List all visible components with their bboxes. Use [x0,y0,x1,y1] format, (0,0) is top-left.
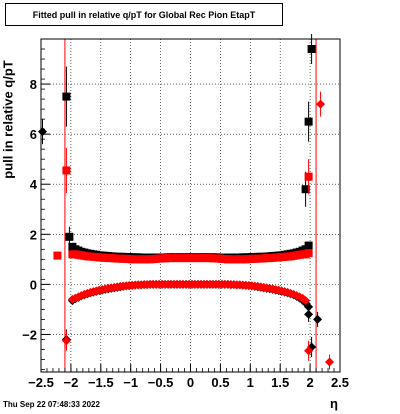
square-marker [62,92,71,101]
timestamp: Thu Sep 22 07:48:33 2022 [3,400,100,409]
x-tick-label: −1.5 [88,375,114,390]
diamond-marker [37,127,47,137]
diamond-marker [316,99,326,109]
square-marker [62,166,71,175]
diamond-marker [325,357,335,367]
x-tick-label: 2.5 [331,375,349,390]
square-marker [304,172,313,181]
y-tick-label: 0 [30,277,37,292]
diamond-marker [301,296,311,306]
x-tick-label: 1 [247,375,254,390]
x-tick-label: −2.5 [28,375,54,390]
y-tick-label: 6 [30,127,37,142]
square-marker [307,45,316,54]
diamond-marker [304,309,314,319]
y-tick-label: 8 [30,77,37,92]
x-axis-label: η [330,396,338,411]
square-marker [304,241,313,250]
x-tick-label: 0 [187,375,194,390]
diamond-marker [313,314,323,324]
data-points [37,33,335,370]
square-marker [304,249,313,258]
x-tick-label: 1.5 [271,375,289,390]
y-tick-label: 4 [30,177,38,192]
square-marker [53,251,62,260]
axis-tick-labels: −2.5 −2 −1.5 −1 −0.5 0 0.5 1 1.5 2 2.5 −2 0 2 4 6 8 [22,77,349,390]
square-marker [301,185,310,194]
grid-lines [40,39,341,372]
y-tick-label: 2 [30,227,37,242]
y-axis-label-wrap: pull in relative q/pT [1,60,22,178]
diamond-marker [304,346,314,356]
x-tick-label: 2 [306,375,313,390]
x-tick-label: −1 [123,375,138,390]
axis-ticks [40,48,341,372]
square-marker [65,232,74,241]
x-tick-label: 0.5 [211,375,229,390]
diamond-marker [61,336,71,346]
square-marker [304,117,313,126]
x-tick-label: −2 [63,375,78,390]
y-tick-label: −2 [22,327,37,342]
x-tick-label: −0.5 [148,375,174,390]
plot-frame [40,38,341,373]
reference-lines [64,39,317,372]
y-axis-label: pull in relative q/pT [0,60,16,179]
chart-title: Fitted pull in relative q/pT for Global … [5,3,283,26]
